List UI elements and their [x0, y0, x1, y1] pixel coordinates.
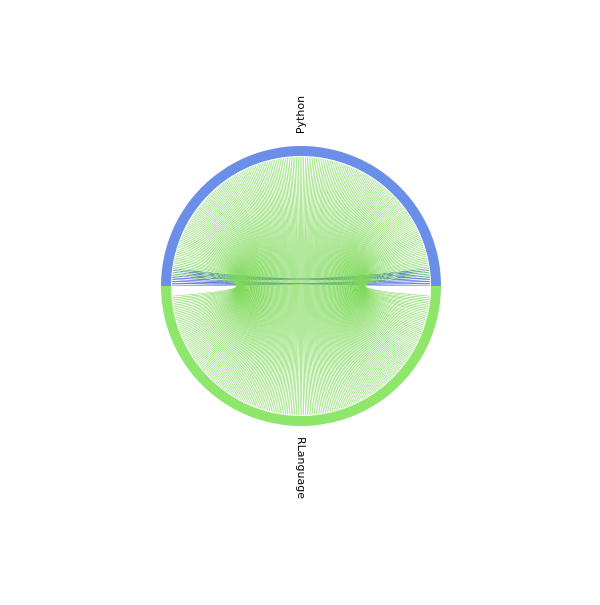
chord-python-rlanguage: [361, 240, 421, 332]
group-label-python: Python: [294, 96, 307, 134]
chord-python-rlanguage: [180, 242, 241, 330]
chord-python-rlanguage: [174, 261, 237, 310]
group-arcs-layer: [161, 146, 441, 426]
chord-python-rlanguage: [364, 261, 427, 310]
chord-python-rlanguage: [362, 242, 423, 330]
chords-layer: [172, 157, 430, 415]
group-label-rlanguage: RLanguage: [295, 437, 308, 499]
chord-python-rlanguage: [177, 251, 239, 322]
chord-python-rlanguage: [180, 240, 240, 332]
chord-python-rlanguage: [363, 251, 425, 322]
